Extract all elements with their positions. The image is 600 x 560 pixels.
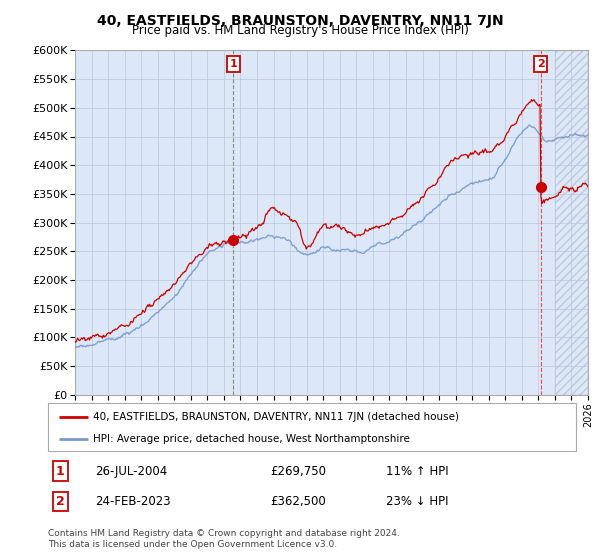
Text: 2: 2 [56,494,65,508]
Text: 1: 1 [56,465,65,478]
Text: 1: 1 [229,59,237,69]
Text: 2: 2 [537,59,545,69]
Text: 26-JUL-2004: 26-JUL-2004 [95,465,168,478]
Text: 40, EASTFIELDS, BRAUNSTON, DAVENTRY, NN11 7JN (detached house): 40, EASTFIELDS, BRAUNSTON, DAVENTRY, NN1… [93,412,459,422]
Text: 40, EASTFIELDS, BRAUNSTON, DAVENTRY, NN11 7JN: 40, EASTFIELDS, BRAUNSTON, DAVENTRY, NN1… [97,14,503,28]
Text: 11% ↑ HPI: 11% ↑ HPI [386,465,449,478]
Text: HPI: Average price, detached house, West Northamptonshire: HPI: Average price, detached house, West… [93,434,410,444]
Text: £362,500: £362,500 [270,494,326,508]
Text: 23% ↓ HPI: 23% ↓ HPI [386,494,448,508]
FancyBboxPatch shape [48,403,576,451]
Text: £269,750: £269,750 [270,465,326,478]
Text: Contains HM Land Registry data © Crown copyright and database right 2024.
This d: Contains HM Land Registry data © Crown c… [48,529,400,549]
Text: 24-FEB-2023: 24-FEB-2023 [95,494,171,508]
Polygon shape [555,50,588,395]
Text: Price paid vs. HM Land Registry's House Price Index (HPI): Price paid vs. HM Land Registry's House … [131,24,469,37]
